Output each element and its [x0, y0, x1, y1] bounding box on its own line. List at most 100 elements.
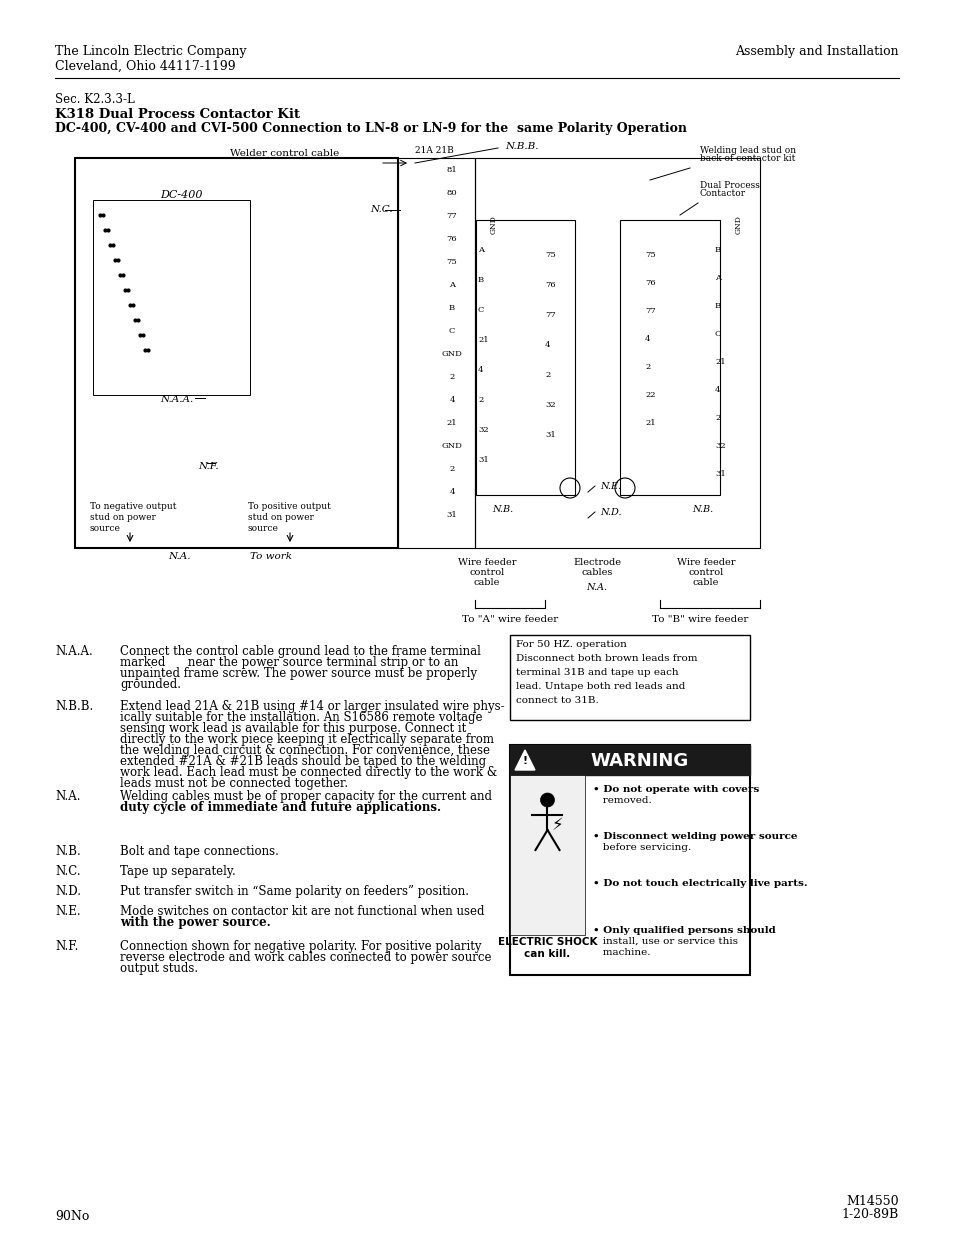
Text: control: control: [688, 568, 723, 577]
Text: 21: 21: [477, 336, 488, 345]
Text: GND: GND: [734, 215, 742, 233]
Text: The Lincoln Electric Company: The Lincoln Electric Company: [55, 44, 247, 58]
Text: 31: 31: [446, 511, 456, 519]
Text: GND: GND: [441, 442, 462, 450]
Text: N.A.: N.A.: [586, 583, 607, 592]
Text: 4: 4: [449, 396, 455, 404]
Text: work lead. Each lead must be connected directly to the work &: work lead. Each lead must be connected d…: [120, 766, 497, 779]
Text: back of contactor kit: back of contactor kit: [700, 154, 795, 163]
Text: To "B" wire feeder: To "B" wire feeder: [651, 615, 747, 624]
Text: • Disconnect welding power source: • Disconnect welding power source: [593, 832, 797, 841]
Text: 21: 21: [644, 419, 655, 427]
Bar: [92, 200, 250, 395]
Text: 31: 31: [544, 431, 556, 438]
Text: B: B: [449, 304, 455, 312]
Text: 81: 81: [446, 165, 456, 174]
Text: Welding lead stud on: Welding lead stud on: [700, 146, 796, 156]
Text: 80: 80: [446, 189, 456, 198]
Bar: [510, 745, 749, 776]
Text: N.E.: N.E.: [599, 482, 620, 492]
Bar: [510, 776, 584, 935]
Text: For 50 HZ. operation: For 50 HZ. operation: [516, 640, 626, 650]
Text: terminal 31B and tape up each: terminal 31B and tape up each: [516, 668, 678, 677]
Text: N.A.: N.A.: [168, 552, 191, 561]
Text: control: control: [469, 568, 504, 577]
Text: Sec. K2.3.3-L: Sec. K2.3.3-L: [55, 93, 134, 106]
Text: A: A: [477, 246, 483, 254]
Text: 2: 2: [544, 370, 550, 379]
Text: ically suitable for the installation. An S16586 remote voltage: ically suitable for the installation. An…: [120, 711, 482, 724]
Text: 21: 21: [446, 419, 456, 427]
Text: B: B: [477, 275, 483, 284]
Text: 4: 4: [449, 488, 455, 496]
Text: 75: 75: [544, 251, 556, 259]
Text: 21: 21: [714, 358, 725, 366]
Text: lead. Untape both red leads and: lead. Untape both red leads and: [516, 682, 684, 692]
Text: 4: 4: [644, 335, 650, 343]
Text: the welding lead circuit & connection. For convenience, these: the welding lead circuit & connection. F…: [120, 743, 490, 757]
Text: To work: To work: [250, 552, 292, 561]
Text: cables: cables: [580, 568, 612, 577]
Text: can kill.: can kill.: [524, 948, 570, 960]
Text: 75: 75: [446, 258, 456, 266]
Text: 1-20-89B: 1-20-89B: [841, 1208, 898, 1221]
Text: Tape up separately.: Tape up separately.: [120, 864, 235, 878]
Text: extended #21A & #21B leads should be taped to the welding: extended #21A & #21B leads should be tap…: [120, 755, 486, 768]
Text: 90No: 90No: [55, 1210, 90, 1223]
Text: DC-400: DC-400: [160, 190, 202, 200]
Text: 77: 77: [644, 308, 655, 315]
Polygon shape: [515, 750, 535, 769]
Text: 75: 75: [644, 251, 655, 259]
Text: M14550: M14550: [845, 1195, 898, 1208]
Text: N.A.: N.A.: [55, 790, 80, 803]
Text: removed.: removed.: [593, 797, 651, 805]
Text: 32: 32: [714, 442, 725, 450]
Text: • Do not touch electrically live parts.: • Do not touch electrically live parts.: [593, 879, 807, 888]
Text: C: C: [448, 327, 455, 335]
Text: To negative output: To negative output: [90, 501, 176, 511]
Text: N.D.: N.D.: [55, 885, 81, 898]
Text: 32: 32: [477, 426, 488, 433]
Text: N.C.: N.C.: [55, 864, 81, 878]
Text: GND: GND: [441, 350, 462, 358]
Text: Assembly and Installation: Assembly and Installation: [735, 44, 898, 58]
Text: 2: 2: [644, 363, 650, 370]
Text: 22: 22: [644, 391, 655, 399]
Text: output studs.: output studs.: [120, 962, 198, 974]
Text: Electrode: Electrode: [573, 558, 620, 567]
Text: 32: 32: [544, 401, 555, 409]
Text: cable: cable: [474, 578, 499, 587]
Text: Contactor: Contactor: [700, 189, 745, 198]
Text: N.E.: N.E.: [55, 905, 81, 918]
Text: sensing work lead is available for this purpose. Connect it: sensing work lead is available for this …: [120, 722, 466, 735]
Text: N.B.: N.B.: [691, 505, 713, 514]
Text: C: C: [714, 330, 720, 338]
Text: Welding cables must be of proper capacity for the current and: Welding cables must be of proper capacit…: [120, 790, 492, 803]
Text: N.F.: N.F.: [198, 462, 218, 471]
Text: A: A: [449, 282, 455, 289]
Text: Cleveland, Ohio 44117-1199: Cleveland, Ohio 44117-1199: [55, 61, 235, 73]
Text: source: source: [90, 524, 121, 534]
Text: To "A" wire feeder: To "A" wire feeder: [461, 615, 558, 624]
Text: 2: 2: [449, 466, 455, 473]
Text: ELECTRIC SHOCK: ELECTRIC SHOCK: [497, 937, 597, 947]
Text: marked      near the power source terminal strip or to an: marked near the power source terminal st…: [120, 656, 457, 669]
Text: Mode switches on contactor kit are not functional when used: Mode switches on contactor kit are not f…: [120, 905, 484, 918]
Text: Connect the control cable ground lead to the frame terminal: Connect the control cable ground lead to…: [120, 645, 480, 658]
Text: cable: cable: [692, 578, 719, 587]
Text: N.C.: N.C.: [370, 205, 393, 214]
Text: 4: 4: [477, 366, 483, 374]
Text: Connection shown for negative polarity. For positive polarity: Connection shown for negative polarity. …: [120, 940, 481, 953]
Text: 31: 31: [477, 456, 488, 464]
Text: N.B.B.: N.B.B.: [55, 700, 93, 713]
Text: !: !: [522, 756, 527, 766]
Text: C: C: [477, 306, 484, 314]
Text: source: source: [248, 524, 278, 534]
Text: B: B: [714, 246, 720, 254]
Text: K318 Dual Process Contactor Kit: K318 Dual Process Contactor Kit: [55, 107, 299, 121]
Text: N.A.A.: N.A.A.: [55, 645, 92, 658]
Text: unpainted frame screw. The power source must be properly: unpainted frame screw. The power source …: [120, 667, 476, 680]
Text: Wire feeder: Wire feeder: [676, 558, 735, 567]
Text: N.F.: N.F.: [55, 940, 78, 953]
Bar: [75, 158, 397, 548]
